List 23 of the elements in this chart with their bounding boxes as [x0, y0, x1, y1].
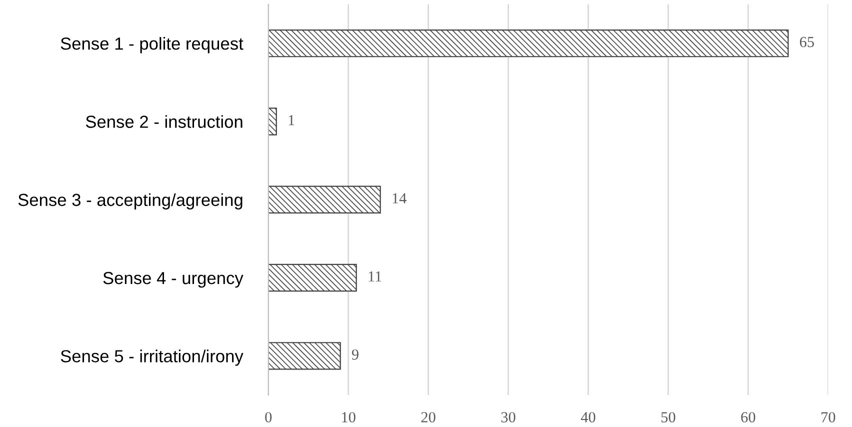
data-label: 14	[392, 193, 406, 204]
y-tick-label: Sense 5 - irritation/irony	[60, 350, 244, 366]
data-label: 1	[288, 115, 294, 126]
bar	[268, 342, 341, 370]
y-tick-label: Sense 4 - urgency	[103, 272, 244, 288]
x-tick-label: 70	[822, 412, 836, 422]
data-label: 9	[352, 349, 358, 360]
y-tick-label: Sense 1 - polite request	[60, 37, 244, 54]
x-tick-label: 60	[741, 412, 756, 422]
data-label: 65	[800, 36, 814, 48]
x-tick-label: 0	[265, 412, 272, 422]
y-tick-label: Sense 3 - accepting/agreeing	[18, 193, 242, 210]
bar	[268, 30, 789, 58]
x-tick-label: 40	[580, 412, 596, 422]
x-tick-label: 30	[501, 412, 516, 422]
x-tick-label: 10	[342, 412, 356, 422]
bar	[268, 186, 381, 214]
x-tick-label: 20	[421, 412, 436, 422]
x-tick-label: 50	[661, 412, 676, 422]
data-label: 11	[368, 271, 382, 282]
bar	[268, 108, 277, 136]
bar	[268, 264, 357, 292]
y-tick-label: Sense 2 - instruction	[86, 115, 242, 128]
